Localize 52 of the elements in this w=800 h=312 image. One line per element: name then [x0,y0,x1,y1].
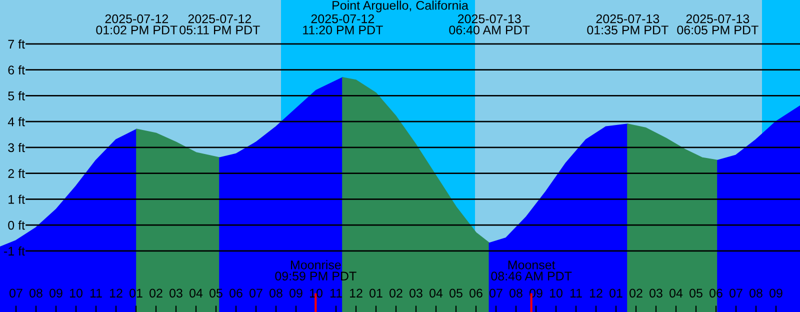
x-tick-label: 02 [630,288,642,298]
y-tick-label: 0 ft [8,220,25,230]
x-tick-label: 04 [190,288,203,298]
x-tick-label: 06 [470,288,482,298]
x-tick-label: 07 [490,288,502,298]
x-tick-label: 08 [510,288,522,298]
x-tick-label: 07 [250,288,262,298]
y-tick-label: 7 ft [8,39,25,49]
x-tick-label: 07 [10,288,22,298]
chart-title: Point Arguello, California [332,0,468,12]
x-tick-label: 12 [590,288,602,298]
annotation: 2025-07-13 01:35 PM PDT [587,14,668,34]
x-tick-label: 08 [750,288,762,298]
annotation: 2025-07-12 11:20 PM PDT [303,14,383,34]
x-tick-label: 05 [450,288,462,298]
x-tick-label: 11 [330,288,342,298]
x-tick-label: 06 [230,288,242,298]
annotation: 2025-07-12 05:11 PM PDT [180,14,260,34]
x-tick-label: 10 [70,288,82,298]
x-tick-label: 02 [390,288,402,298]
x-tick-label: 01 [370,288,382,298]
x-tick-label: 08 [270,288,282,298]
annotation: 2025-07-13 06:05 PM PDT [677,14,758,34]
y-tick-label: -1 ft [4,246,25,256]
y-tick-label: 2 ft [8,168,25,178]
x-tick-label: 09 [50,288,62,298]
x-tick-label: 09 [770,288,782,298]
x-tick-label: 11 [570,288,582,298]
y-tick-label: 1 ft [8,194,25,204]
x-tick-label: 09 [290,288,302,298]
ref-line-label: Moonset 08:46 AM PDT [491,260,572,281]
annotation: 2025-07-12 01:02 PM PDT [96,14,178,34]
x-tick-label: 08 [30,288,42,298]
y-tick-label: 4 ft [8,117,25,126]
x-tick-label: 01 [610,288,622,298]
x-tick-label: 04 [670,288,683,298]
x-tick-label: 03 [170,288,182,298]
x-tick-label: 07 [730,288,742,298]
x-tick-label: 10 [310,288,322,298]
x-tick-label: 04 [430,288,443,298]
x-tick-label: 01 [130,288,142,298]
x-tick-label: 05 [690,288,702,298]
y-tick-label: 3 ft [8,142,25,152]
x-tick-label: 03 [650,288,662,298]
x-tick-label: 12 [110,288,122,298]
x-tick-label: 12 [350,288,362,298]
y-tick-label: 6 ft [8,65,25,75]
x-tick-label: 11 [90,288,102,298]
x-tick-label: 10 [550,288,562,298]
x-tick-label: 02 [150,288,162,298]
x-tick-label: 03 [410,288,422,298]
y-tick-label: 5 ft [8,91,25,100]
